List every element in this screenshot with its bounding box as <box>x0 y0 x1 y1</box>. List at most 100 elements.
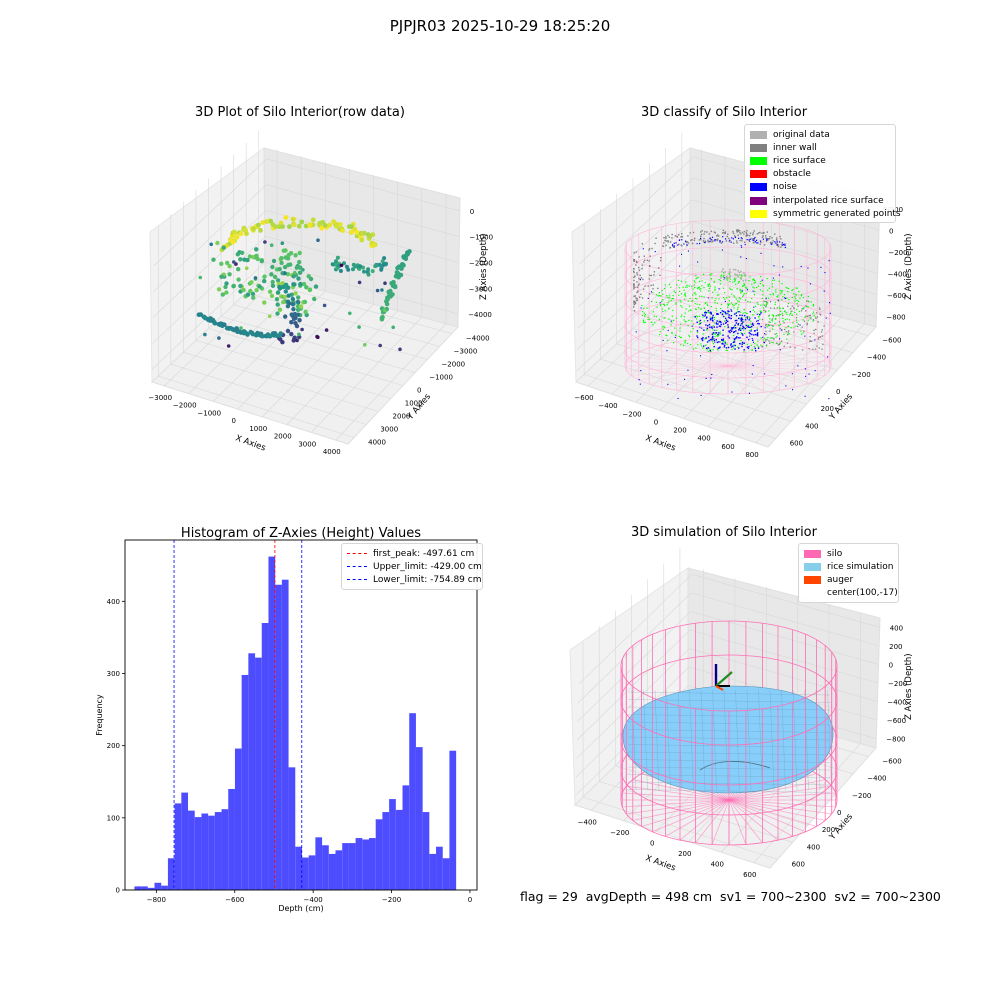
original-point <box>729 276 731 279</box>
histogram-bar <box>348 843 356 890</box>
inner-wall-point <box>752 232 754 234</box>
rice-surface-point <box>701 295 703 297</box>
rice-surface-point <box>737 311 739 313</box>
raw-point <box>270 264 275 270</box>
inner-wall-point <box>744 241 746 243</box>
inner-wall-point <box>635 264 637 266</box>
x-tick-label: −200 <box>610 829 629 837</box>
inner-wall-point <box>806 315 809 317</box>
rice-surface-point <box>696 318 698 320</box>
inner-wall-point <box>700 231 702 233</box>
rice-surface-point <box>680 301 682 303</box>
histogram-xlabel: Depth (cm) <box>278 904 323 913</box>
noise-point <box>782 244 784 246</box>
inner-wall-point <box>797 325 799 328</box>
raw-point <box>245 266 249 271</box>
rice-surface-point <box>763 337 765 339</box>
raw-point <box>340 228 345 234</box>
inner-wall-point <box>641 243 643 245</box>
legend-label: rice simulation <box>827 561 894 572</box>
noise-point <box>748 392 750 394</box>
inner-wall-point <box>643 288 645 290</box>
raw-point <box>290 296 295 302</box>
rice-surface-point <box>673 319 675 321</box>
rice-surface-point <box>758 316 760 318</box>
noise-point <box>730 343 732 345</box>
rice-surface-point <box>666 304 668 306</box>
rice-surface-point <box>641 305 643 307</box>
rice-surface-point <box>664 284 666 286</box>
rice-surface-point <box>693 292 695 294</box>
rice-surface-point <box>673 290 675 292</box>
rice-surface-point <box>750 344 752 346</box>
rice-surface-point <box>740 311 742 313</box>
z-tick-label: 400 <box>890 624 903 632</box>
noise-point <box>804 395 806 397</box>
raw-point <box>212 321 218 326</box>
z-tick-label: −400 <box>887 699 906 707</box>
noise-point <box>784 246 786 249</box>
noise-point <box>662 339 664 341</box>
rice-surface-point <box>737 282 739 284</box>
inner-wall-point <box>642 278 644 281</box>
rice-surface-point <box>689 297 691 299</box>
grid-line <box>577 221 692 329</box>
raw-point <box>269 272 274 277</box>
raw-point <box>388 288 393 294</box>
rice-surface-point <box>792 322 794 324</box>
inner-wall-point <box>789 346 791 348</box>
raw-point <box>280 241 285 245</box>
inner-wall-point <box>708 233 710 235</box>
inner-wall-point <box>648 293 651 295</box>
rice-surface-point <box>677 279 679 281</box>
inner-wall-point <box>763 309 765 311</box>
raw-point <box>220 292 225 297</box>
x-tick-label: −400 <box>598 402 617 410</box>
raw-point <box>251 295 256 300</box>
noise-point <box>734 348 736 350</box>
x-tick-label: 4000 <box>323 448 341 456</box>
rice-surface-point <box>709 349 711 351</box>
rice-surface-point <box>679 336 682 339</box>
inner-wall-point <box>771 242 774 244</box>
inner-wall-point <box>752 238 754 241</box>
rice-surface-point <box>741 291 743 293</box>
raw-point <box>269 293 275 299</box>
inner-wall-point <box>655 237 657 239</box>
rice-surface-point <box>760 304 762 306</box>
grid-line <box>153 184 267 292</box>
silo-spoke <box>727 351 818 367</box>
rice-surface-point <box>767 324 769 326</box>
noise-point <box>702 337 704 339</box>
rice-surface-point <box>760 280 762 283</box>
z-tick-label: 0 <box>889 661 893 669</box>
noise-point <box>739 324 742 327</box>
rice-surface-point <box>720 308 722 310</box>
rice-surface-point <box>728 300 730 302</box>
noise-point <box>792 389 794 391</box>
inner-wall-point <box>809 340 811 342</box>
rice-surface-point <box>802 297 804 299</box>
noise-point <box>678 239 680 241</box>
inner-wall-point <box>652 288 654 290</box>
raw-point <box>234 234 240 240</box>
noise-point <box>719 325 722 328</box>
legend-label: first_peak: -497.61 cm <box>373 548 475 559</box>
rice-surface-point <box>726 349 728 351</box>
inner-wall-point <box>713 231 716 233</box>
raw-point <box>277 307 283 312</box>
raw-point <box>366 267 371 272</box>
noise-point <box>699 242 701 245</box>
rice-surface-point <box>783 294 785 296</box>
raw-point <box>231 284 236 289</box>
noise-point <box>735 337 738 339</box>
rice-surface-point <box>740 291 742 293</box>
noise-point <box>807 267 809 269</box>
noise-point <box>697 336 699 339</box>
y-tick-label: 3000 <box>380 426 398 434</box>
histogram-bar <box>389 799 396 890</box>
y-tick-label: 0 <box>417 387 421 395</box>
inner-wall-point <box>633 271 635 274</box>
rice-surface-point <box>680 344 682 346</box>
inner-wall-point <box>649 255 651 257</box>
